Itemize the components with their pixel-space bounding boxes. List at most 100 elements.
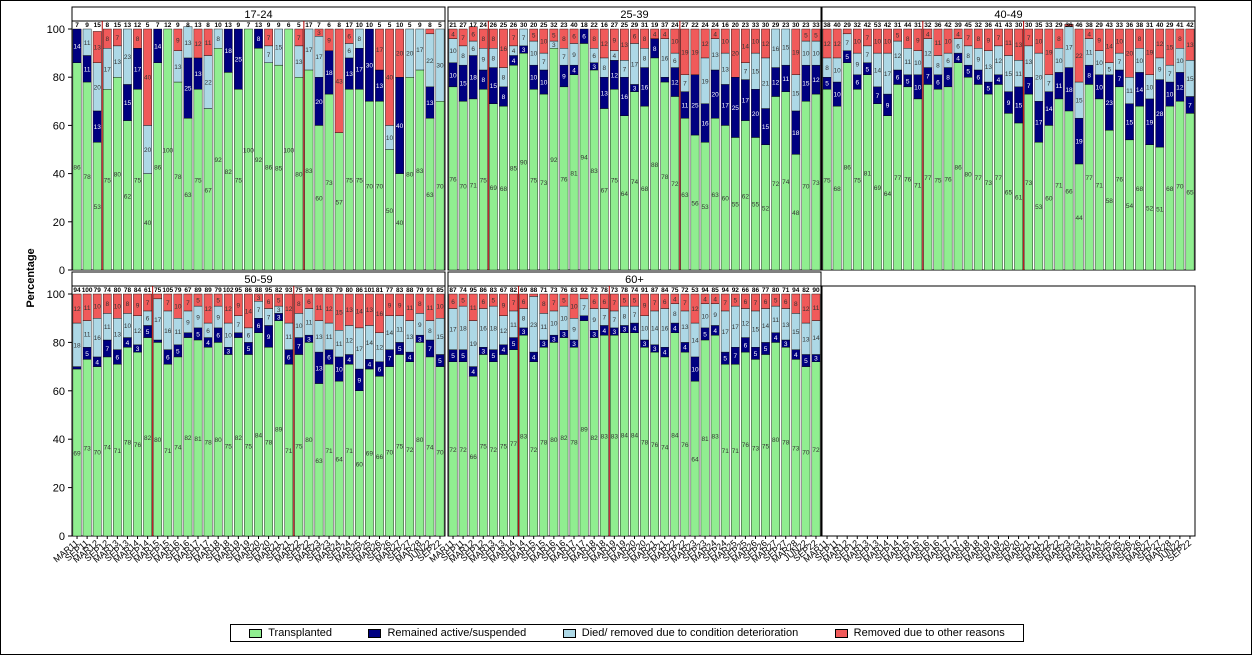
data-label-transplanted: 75: [854, 178, 862, 185]
n-label: 33: [1116, 22, 1124, 29]
n-label: 10: [215, 22, 223, 29]
data-label-other: 10: [114, 304, 122, 311]
data-label-other: 14: [356, 308, 364, 315]
data-label-other: 10: [944, 39, 952, 46]
data-label-active: 6: [287, 354, 291, 361]
data-label-transplanted: 78: [570, 440, 578, 447]
data-label-died: 9: [855, 61, 859, 68]
data-label-died: 7: [1168, 71, 1172, 78]
data-label-active: 6: [166, 354, 170, 361]
n-label: 23: [782, 22, 790, 29]
legend-label-other: Removed due to other reasons: [853, 627, 1005, 639]
data-label-died: 11: [84, 331, 91, 338]
data-label-transplanted: 72: [772, 181, 780, 188]
n-label: 20: [530, 22, 538, 29]
data-label-active: 25: [691, 102, 699, 109]
data-label-other: 17: [376, 47, 384, 54]
data-label-died: 13: [802, 336, 810, 343]
data-label-other: 12: [762, 41, 770, 48]
data-label-active: 15: [1126, 119, 1134, 126]
bar-segment-other: [1014, 28, 1023, 61]
data-label-active: 13: [426, 100, 434, 107]
data-label-other: 12: [823, 41, 831, 48]
data-label-died: 15: [782, 45, 790, 52]
data-label-transplanted: 75: [104, 178, 112, 185]
n-label: 78: [124, 287, 132, 294]
n-label: 22: [691, 22, 699, 29]
n-label: 74: [631, 287, 639, 294]
data-label-other: 10: [722, 39, 730, 46]
data-label-active: 10: [336, 367, 344, 374]
bar-segment-other: [650, 28, 659, 39]
data-label-transplanted: 75: [934, 178, 942, 185]
data-label-transplanted: 70: [460, 184, 468, 191]
data-label-active: 8: [257, 36, 261, 43]
data-label-transplanted: 72: [812, 447, 820, 454]
data-label-active: 3: [633, 86, 637, 93]
bar-segment-other: [478, 28, 488, 49]
bar-segment-other: [213, 293, 223, 307]
data-label-active: 5: [845, 54, 849, 61]
bar-segment-died: [274, 28, 283, 66]
data-label-died: 14: [386, 330, 394, 337]
data-label-other: 14: [1106, 43, 1114, 50]
n-label: 29: [1096, 22, 1104, 29]
data-label-transplanted: 75: [500, 443, 508, 450]
data-label-active: 4: [206, 340, 210, 347]
data-label-active: 6: [327, 354, 331, 361]
data-label-active: 14: [73, 43, 81, 50]
bar-segment-other: [620, 28, 629, 61]
data-label-transplanted: 51: [1156, 207, 1164, 214]
bar-segment-other: [761, 28, 770, 59]
bar-segment-other: [660, 293, 670, 309]
data-label-active: 5: [196, 331, 200, 338]
data-label-transplanted: 73: [325, 180, 333, 187]
data-label-died: 10: [834, 67, 842, 74]
bar-segment-died: [213, 28, 223, 49]
data-label-other: 8: [976, 36, 980, 43]
n-label: 73: [611, 287, 619, 294]
data-label-transplanted: 77: [975, 175, 983, 182]
data-label-transplanted: 76: [134, 442, 142, 449]
data-label-died: 4: [512, 48, 516, 55]
data-label-died: 9: [713, 312, 717, 319]
bar-segment-other: [92, 31, 102, 63]
bar-segment-died: [781, 28, 791, 66]
n-label: 24: [712, 22, 720, 29]
bar-segment-other: [730, 28, 740, 78]
data-label-active: 18: [225, 48, 233, 55]
data-label-transplanted: 78: [661, 174, 669, 181]
data-label-died: 13: [114, 59, 122, 66]
data-label-transplanted: 76: [560, 176, 568, 183]
n-label: 53: [874, 22, 882, 29]
bar-segment-other: [458, 293, 468, 307]
data-label-other: 15: [336, 310, 344, 317]
bar-segment-other: [529, 28, 539, 42]
bar-segment-other: [973, 28, 983, 49]
data-label-transplanted: 69: [490, 185, 498, 192]
n-label: 81: [376, 287, 384, 294]
n-label: 7: [317, 22, 321, 29]
n-label: 80: [114, 287, 122, 294]
data-label-died: 11: [84, 40, 91, 47]
data-label-other: 13: [621, 42, 629, 49]
data-label-died: 10: [701, 313, 709, 320]
data-label-died: 7: [237, 322, 241, 329]
data-label-other: 12: [691, 306, 699, 313]
data-label-died: 7: [562, 54, 566, 61]
data-label-other: 9: [1097, 37, 1101, 44]
bar-segment-other: [244, 293, 253, 329]
n-label: 41: [1176, 22, 1184, 29]
bar-segment-other: [294, 293, 304, 314]
bar-segment-other: [741, 293, 750, 309]
data-label-transplanted: 78: [265, 440, 273, 447]
data-label-transplanted: 100: [283, 148, 294, 155]
data-label-active: 13: [94, 124, 102, 131]
bar-segment-other: [730, 293, 740, 307]
legend-label-active: Remained active/suspended: [387, 627, 527, 639]
bar-segment-other: [710, 293, 720, 304]
data-label-died: 8: [492, 55, 496, 62]
data-label-active: 5: [764, 346, 768, 353]
data-label-died: 8: [643, 55, 647, 62]
data-label-active: 11: [682, 102, 689, 109]
